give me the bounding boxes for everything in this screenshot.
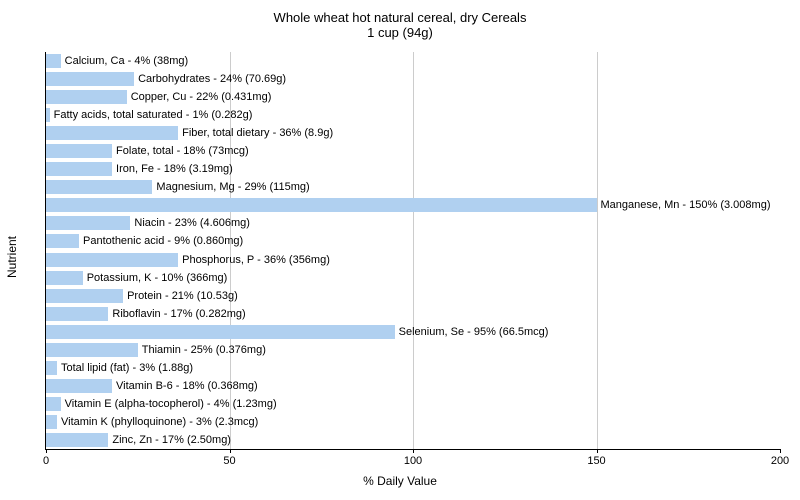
- bar-label: Pantothenic acid - 9% (0.860mg): [83, 234, 243, 248]
- bar: [46, 234, 79, 248]
- x-tick-mark: [597, 449, 598, 453]
- bar-label: Vitamin E (alpha-tocopherol) - 4% (1.23m…: [65, 397, 277, 411]
- bar: [46, 180, 152, 194]
- bar: [46, 54, 61, 68]
- bar-label: Folate, total - 18% (73mcg): [116, 144, 249, 158]
- bar: [46, 433, 108, 447]
- bar-label: Zinc, Zn - 17% (2.50mg): [112, 433, 231, 447]
- bar-label: Thiamin - 25% (0.376mg): [142, 343, 266, 357]
- bar-label: Protein - 21% (10.53g): [127, 289, 238, 303]
- bar: [46, 198, 597, 212]
- chart-container: Whole wheat hot natural cereal, dry Cere…: [0, 0, 800, 500]
- bar: [46, 325, 395, 339]
- bar: [46, 108, 50, 122]
- bar: [46, 307, 108, 321]
- bar: [46, 397, 61, 411]
- bar-label: Magnesium, Mg - 29% (115mg): [156, 180, 309, 194]
- bar-label: Phosphorus, P - 36% (356mg): [182, 253, 330, 267]
- bar: [46, 216, 130, 230]
- bar-label: Manganese, Mn - 150% (3.008mg): [601, 198, 771, 212]
- x-axis-label: % Daily Value: [363, 474, 437, 488]
- bar: [46, 361, 57, 375]
- x-tick-mark: [780, 449, 781, 453]
- x-tick-label: 50: [223, 455, 235, 467]
- bar-label: Vitamin K (phylloquinone) - 3% (2.3mcg): [61, 415, 258, 429]
- y-axis-label: Nutrient: [5, 236, 19, 278]
- x-tick-mark: [46, 449, 47, 453]
- bar: [46, 415, 57, 429]
- bar-label: Niacin - 23% (4.606mg): [134, 216, 250, 230]
- bar-label: Calcium, Ca - 4% (38mg): [65, 54, 188, 68]
- bar-label: Vitamin B-6 - 18% (0.368mg): [116, 379, 258, 393]
- x-tick-mark: [230, 449, 231, 453]
- x-tick-label: 100: [404, 455, 422, 467]
- bar-label: Copper, Cu - 22% (0.431mg): [131, 90, 272, 104]
- bar: [46, 343, 138, 357]
- bar: [46, 144, 112, 158]
- bar: [46, 253, 178, 267]
- gridline: [597, 52, 598, 449]
- x-tick-label: 200: [771, 455, 789, 467]
- bar: [46, 90, 127, 104]
- bar: [46, 289, 123, 303]
- bar-label: Total lipid (fat) - 3% (1.88g): [61, 361, 193, 375]
- chart-title: Whole wheat hot natural cereal, dry Cere…: [0, 0, 800, 25]
- x-tick-label: 0: [43, 455, 49, 467]
- bar: [46, 271, 83, 285]
- bar-label: Carbohydrates - 24% (70.69g): [138, 72, 286, 86]
- x-tick-label: 150: [587, 455, 605, 467]
- bar: [46, 379, 112, 393]
- gridline: [413, 52, 414, 449]
- bar-label: Fiber, total dietary - 36% (8.9g): [182, 126, 333, 140]
- bar: [46, 162, 112, 176]
- x-tick-mark: [413, 449, 414, 453]
- bar-label: Fatty acids, total saturated - 1% (0.282…: [54, 108, 253, 122]
- bar: [46, 126, 178, 140]
- bar-label: Riboflavin - 17% (0.282mg): [112, 307, 245, 321]
- chart-subtitle: 1 cup (94g): [0, 25, 800, 40]
- bar-label: Iron, Fe - 18% (3.19mg): [116, 162, 233, 176]
- plot-area: 050100150200Calcium, Ca - 4% (38mg)Carbo…: [45, 52, 780, 450]
- bar: [46, 72, 134, 86]
- bar-label: Selenium, Se - 95% (66.5mcg): [399, 325, 549, 339]
- bar-label: Potassium, K - 10% (366mg): [87, 271, 228, 285]
